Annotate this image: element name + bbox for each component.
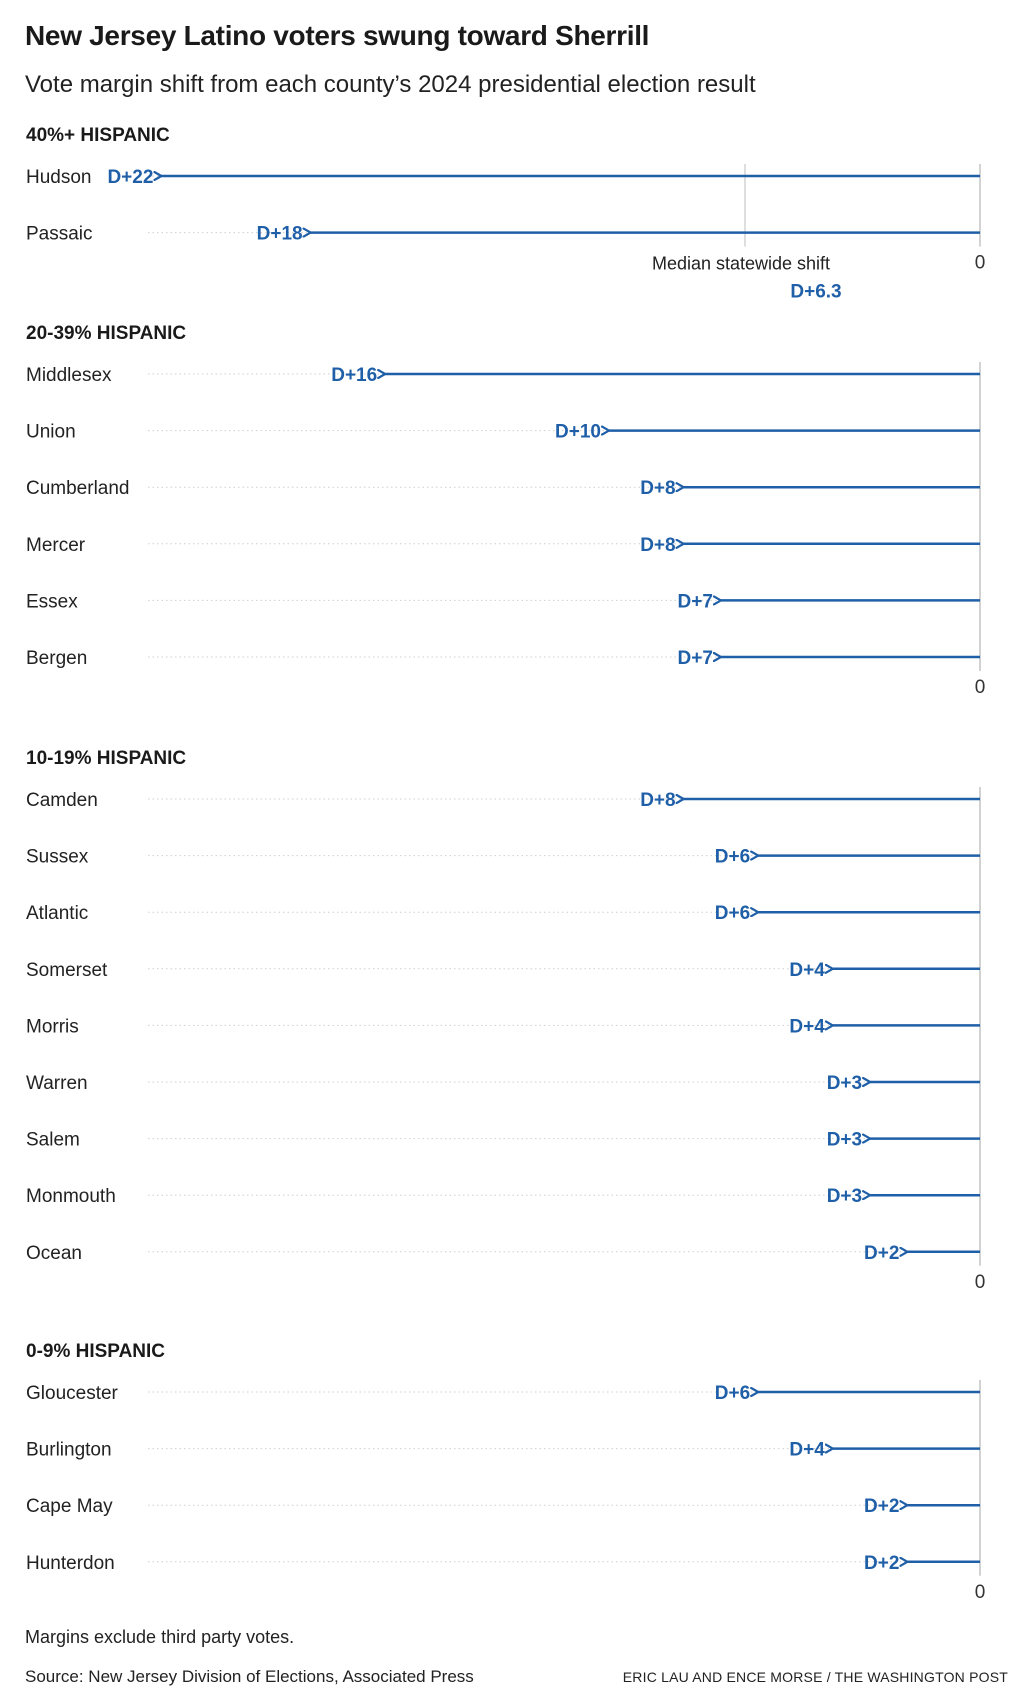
county-label-ocean: Ocean bbox=[26, 1243, 82, 1264]
county-label-union: Union bbox=[26, 422, 76, 443]
county-label-salem: Salem bbox=[26, 1130, 80, 1151]
zero-label-10-19-hispanic: 0 bbox=[975, 1272, 986, 1293]
chart-subtitle: Vote margin shift from each county’s 202… bbox=[25, 71, 756, 98]
county-label-hudson: Hudson bbox=[26, 167, 92, 188]
county-label-cumberland: Cumberland bbox=[26, 478, 130, 499]
zero-label-20-39-hispanic: 0 bbox=[975, 677, 986, 698]
county-label-gloucester: Gloucester bbox=[26, 1383, 119, 1404]
value-label-hunterdon: D+2 bbox=[864, 1553, 899, 1574]
value-label-cape-may: D+2 bbox=[864, 1496, 899, 1517]
zero-label-0-9-hispanic: 0 bbox=[975, 1582, 986, 1603]
county-label-passaic: Passaic bbox=[26, 224, 93, 245]
value-label-cumberland: D+8 bbox=[640, 478, 675, 499]
county-label-monmouth: Monmouth bbox=[26, 1186, 116, 1207]
value-label-mercer: D+8 bbox=[640, 535, 675, 556]
value-label-union: D+10 bbox=[555, 422, 601, 443]
value-label-atlantic: D+6 bbox=[715, 903, 750, 924]
county-label-hunterdon: Hunterdon bbox=[26, 1553, 115, 1574]
credit-line: ERIC LAU AND ENCE MORSE / THE WASHINGTON… bbox=[622, 1669, 1008, 1685]
value-label-warren: D+3 bbox=[827, 1073, 862, 1094]
source-note: Source: New Jersey Division of Elections… bbox=[25, 1667, 474, 1686]
county-label-middlesex: Middlesex bbox=[26, 365, 112, 386]
chart-title: New Jersey Latino voters swung toward Sh… bbox=[25, 20, 650, 51]
county-label-burlington: Burlington bbox=[26, 1440, 112, 1461]
county-label-mercer: Mercer bbox=[26, 535, 86, 556]
county-label-morris: Morris bbox=[26, 1016, 79, 1037]
median-label: Median statewide shift bbox=[652, 254, 830, 274]
value-label-passaic: D+18 bbox=[257, 224, 303, 245]
county-label-somerset: Somerset bbox=[26, 960, 108, 981]
footnote: Margins exclude third party votes. bbox=[25, 1627, 295, 1647]
value-label-morris: D+4 bbox=[789, 1016, 825, 1037]
county-label-cape-may: Cape May bbox=[26, 1496, 113, 1517]
county-label-warren: Warren bbox=[26, 1073, 88, 1094]
value-label-ocean: D+2 bbox=[864, 1243, 899, 1264]
value-label-middlesex: D+16 bbox=[331, 365, 377, 386]
group-label-10-19-hispanic: 10-19% HISPANIC bbox=[26, 748, 186, 769]
median-value: D+6.3 bbox=[790, 282, 841, 303]
value-label-camden: D+8 bbox=[640, 790, 675, 811]
value-label-somerset: D+4 bbox=[789, 960, 825, 981]
value-label-hudson: D+22 bbox=[107, 167, 153, 188]
value-label-bergen: D+7 bbox=[678, 648, 713, 669]
county-label-essex: Essex bbox=[26, 591, 78, 612]
county-label-camden: Camden bbox=[26, 790, 98, 811]
value-label-essex: D+7 bbox=[678, 591, 713, 612]
group-label-40-hispanic: 40%+ HISPANIC bbox=[26, 125, 170, 146]
county-label-atlantic: Atlantic bbox=[26, 903, 88, 924]
group-label-0-9-hispanic: 0-9% HISPANIC bbox=[26, 1341, 165, 1362]
value-label-sussex: D+6 bbox=[715, 847, 750, 868]
value-label-monmouth: D+3 bbox=[827, 1186, 862, 1207]
value-label-burlington: D+4 bbox=[789, 1440, 825, 1461]
value-label-salem: D+3 bbox=[827, 1130, 862, 1151]
county-label-sussex: Sussex bbox=[26, 847, 89, 868]
arrow-chart: 40%+ HISPANIC Median statewide shift D+6.3… bbox=[26, 125, 986, 1603]
zero-label-40-hispanic: 0 bbox=[975, 253, 986, 274]
value-label-gloucester: D+6 bbox=[715, 1383, 750, 1404]
group-label-20-39-hispanic: 20-39% HISPANIC bbox=[26, 323, 186, 344]
county-label-bergen: Bergen bbox=[26, 648, 87, 669]
